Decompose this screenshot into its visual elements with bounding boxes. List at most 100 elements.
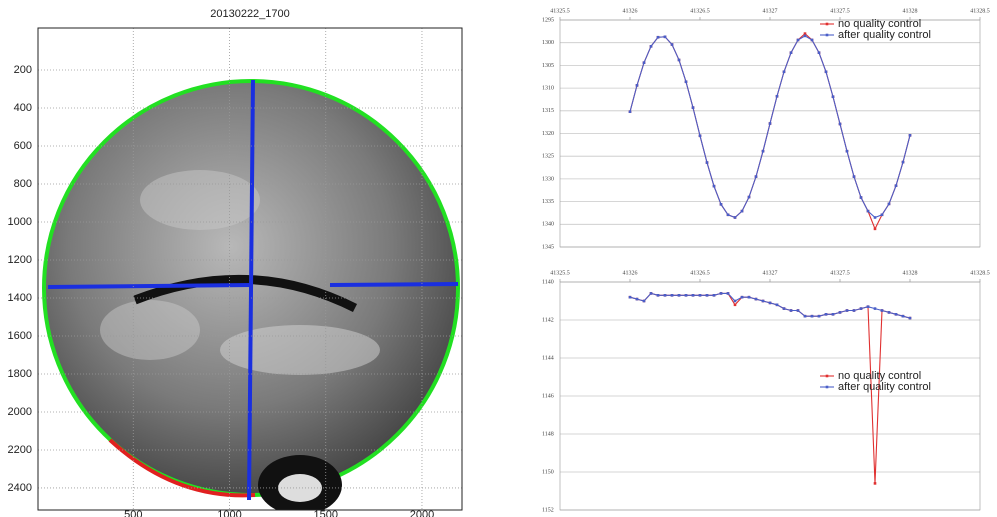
series-line	[629, 32, 911, 231]
plot-frame	[559, 19, 981, 248]
point	[628, 295, 632, 299]
point	[670, 43, 674, 46]
x-tick-label: 41325.5	[550, 270, 570, 276]
plot-frame	[559, 281, 981, 511]
y-tick-label: 1000	[8, 216, 32, 228]
y-tick-label: 1200	[8, 254, 32, 266]
x-tick-label: 41328	[903, 270, 918, 276]
point	[824, 313, 828, 316]
point	[635, 84, 639, 87]
point	[894, 184, 898, 188]
point	[740, 209, 744, 213]
point	[712, 184, 716, 188]
point	[747, 295, 751, 299]
x-tick-label: 41328	[903, 8, 918, 14]
point	[887, 202, 891, 206]
y-tick-label: 1600	[8, 330, 32, 342]
point	[635, 297, 639, 301]
point	[628, 110, 632, 114]
point	[817, 314, 821, 318]
point	[642, 299, 646, 303]
cloud	[100, 300, 200, 360]
point	[852, 309, 856, 312]
x-tick-label: 41328.5	[970, 8, 990, 14]
y-tick-label: 1400	[8, 292, 32, 304]
point	[719, 203, 723, 206]
point	[656, 35, 660, 39]
point	[873, 482, 877, 485]
point	[908, 134, 912, 137]
point	[726, 292, 730, 295]
y-tick-label: 1146	[542, 393, 554, 399]
point	[803, 34, 807, 38]
point	[712, 294, 716, 297]
y-tick-label: 2200	[8, 444, 32, 456]
legend-label: after quality control	[838, 29, 931, 41]
y-tick-label: 1320	[542, 131, 554, 137]
y-tick-label: 1345	[542, 244, 554, 250]
point	[677, 58, 681, 62]
cloud	[140, 170, 260, 230]
point	[803, 32, 807, 35]
x-tick-label: 41326.5	[690, 270, 710, 276]
x-tick-label: 41325.5	[550, 8, 570, 14]
blue-line	[329, 282, 459, 287]
point	[810, 38, 814, 42]
point	[859, 196, 863, 199]
point	[866, 209, 870, 213]
point	[894, 313, 898, 316]
point	[866, 305, 870, 308]
y-tick-label: 1340	[542, 222, 554, 228]
point	[789, 309, 793, 312]
x-tick-label: 500	[124, 509, 142, 517]
point	[824, 70, 828, 74]
point	[691, 106, 695, 109]
legend-label: after quality control	[838, 381, 931, 393]
point	[656, 294, 660, 297]
point	[649, 45, 653, 48]
y-tick-label: 1800	[8, 368, 32, 380]
y-tick-label: 1305	[542, 63, 554, 69]
x-tick-label: 1000	[217, 509, 241, 517]
point	[817, 51, 821, 54]
x-tick-label: 2000	[410, 509, 434, 517]
point	[796, 309, 800, 312]
point	[698, 134, 702, 138]
point	[684, 294, 688, 297]
point	[873, 227, 877, 231]
edge-red	[108, 438, 256, 498]
y-tick-label: 1144	[542, 355, 554, 361]
x-tick-label: 41327	[763, 8, 778, 14]
point	[761, 149, 765, 153]
y-tick-label: 2000	[8, 406, 32, 418]
blue-line	[47, 283, 253, 289]
point	[880, 213, 884, 217]
x-tick-label: 41326	[623, 270, 638, 276]
point	[845, 149, 849, 153]
point	[782, 70, 786, 74]
point	[733, 303, 737, 307]
x-tick-label: 1500	[313, 509, 337, 517]
blue-line	[247, 79, 255, 501]
point	[663, 294, 667, 297]
y-tick-label: 1152	[542, 507, 554, 513]
point	[705, 161, 709, 164]
y-tick-label: 1142	[542, 317, 554, 323]
point	[796, 38, 800, 42]
point	[705, 294, 709, 297]
point	[754, 175, 758, 178]
point	[775, 303, 779, 307]
satellite-image	[38, 28, 462, 510]
legend-label: no quality control	[838, 18, 921, 30]
x-tick-label: 41328.5	[970, 270, 990, 276]
point	[740, 295, 744, 299]
point	[789, 51, 793, 54]
point	[873, 216, 877, 219]
x-tick-label: 41327	[763, 270, 778, 276]
chart-title: 20130222_1700	[210, 8, 290, 20]
point	[901, 314, 905, 318]
point	[803, 314, 807, 318]
y-tick-label: 1295	[542, 17, 554, 23]
point	[677, 294, 681, 297]
